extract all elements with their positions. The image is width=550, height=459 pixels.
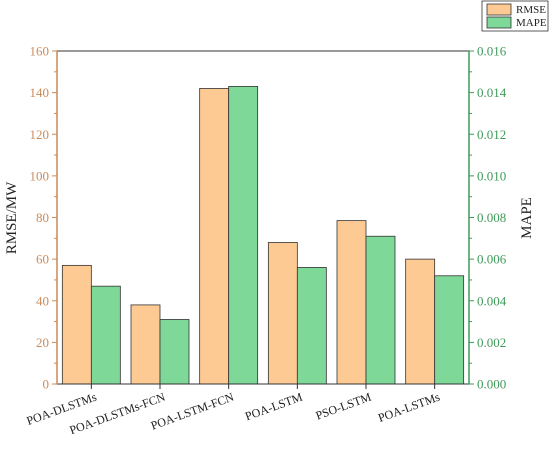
y-tick-label-left: 20 (36, 335, 49, 350)
y-tick-label-left: 120 (30, 127, 50, 142)
legend-swatch-mape (486, 16, 512, 29)
bar-rmse (130, 304, 161, 385)
y-axis-title-left: RMSE/MW (4, 181, 20, 254)
y-tick-label-right: 0.002 (477, 335, 506, 350)
bar-rmse (336, 220, 367, 385)
y-tick-label-left: 60 (36, 252, 49, 267)
x-tick-label: POA-LSTMs (376, 390, 442, 425)
y-tick-label-left: 140 (30, 85, 50, 100)
bar-mape (296, 267, 327, 385)
x-tick-label: PSO-LSTM (314, 390, 374, 423)
bar-mape (159, 319, 190, 385)
y-tick-label-right: 0.016 (477, 44, 507, 59)
legend-label-rmse: RMSE (516, 4, 546, 16)
y-tick-label-right: 0.000 (477, 377, 506, 392)
x-tick-label: POA-LSTM (243, 390, 304, 424)
y-axis-title-right: MAPE (519, 197, 535, 239)
y-tick-label-right: 0.008 (477, 210, 506, 225)
legend-label-mape: MAPE (516, 17, 547, 29)
y-tick-label-right: 0.014 (477, 85, 507, 100)
bar-rmse (405, 258, 436, 385)
bar-rmse (199, 88, 230, 385)
y-tick-label-left: 160 (30, 44, 50, 59)
bar-mape (434, 275, 465, 385)
y-tick-label-left: 40 (36, 293, 49, 308)
y-tick-label-right: 0.004 (477, 293, 507, 308)
legend-swatch-rmse (486, 3, 512, 16)
y-tick-label-left: 80 (36, 210, 49, 225)
bar-mape (365, 235, 396, 385)
bar-rmse (267, 242, 298, 385)
y-tick-label-left: 0 (43, 377, 50, 392)
y-tick-label-right: 0.012 (477, 127, 506, 142)
bar-mape (228, 85, 259, 385)
y-tick-label-right: 0.010 (477, 168, 506, 183)
bar-rmse (61, 264, 92, 385)
y-tick-label-right: 0.006 (477, 252, 507, 267)
legend: RMSE MAPE (481, 0, 549, 32)
y-tick-label-left: 100 (30, 168, 50, 183)
bar-mape (90, 285, 121, 385)
